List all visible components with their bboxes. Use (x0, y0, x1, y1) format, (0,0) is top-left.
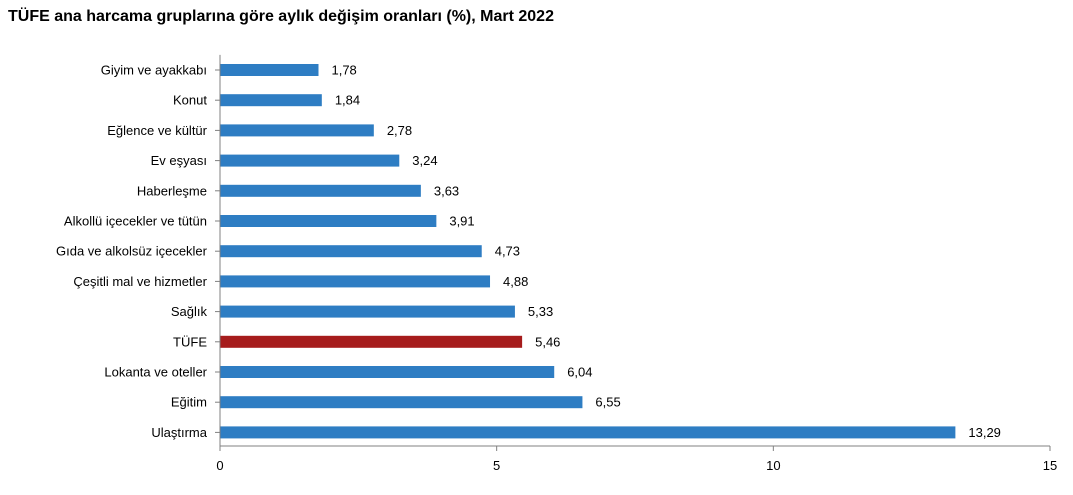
value-label-ulastirma: 13,29 (968, 425, 1001, 440)
value-label-ev-esyasi: 3,24 (412, 153, 437, 168)
bar-gida-ve-alkolsuz-icecekler (220, 245, 482, 258)
value-label-alkollu-icecekler-ve-tutun: 3,91 (449, 214, 474, 229)
value-label-eglence-ve-kultur: 2,78 (387, 123, 412, 138)
category-label-cesitli-mal-ve-hizmetler: Çeşitli mal ve hizmetler (73, 274, 207, 289)
bar-lokanta-ve-oteller (220, 366, 555, 378)
bar-eglence-ve-kultur (220, 124, 374, 137)
value-label-egitim: 6,55 (595, 395, 620, 410)
category-label-gida-ve-alkolsuz-icecekler: Gıda ve alkolsüz içecekler (56, 244, 208, 259)
x-tick-label-10: 10 (766, 458, 780, 473)
value-label-saglik: 5,33 (528, 304, 553, 319)
value-label-tufe: 5,46 (535, 334, 560, 349)
bar-tufe (220, 335, 523, 348)
bar-giyim-ve-ayakkabi (220, 64, 319, 76)
value-label-haberlesme: 3,63 (434, 183, 459, 198)
category-label-ulastirma: Ulaştırma (151, 425, 207, 440)
category-label-alkollu-icecekler-ve-tutun: Alkollü içecekler ve tütün (64, 214, 207, 229)
category-label-eglence-ve-kultur: Eğlence ve kültür (107, 123, 207, 138)
x-tick-label-5: 5 (493, 458, 500, 473)
value-label-cesitli-mal-ve-hizmetler: 4,88 (503, 274, 528, 289)
category-label-tufe: TÜFE (173, 334, 207, 349)
value-label-lokanta-ve-oteller: 6,04 (567, 365, 592, 380)
value-label-giyim-ve-ayakkabi: 1,78 (331, 63, 356, 78)
category-label-saglik: Sağlık (171, 304, 208, 319)
value-label-konut: 1,84 (335, 93, 360, 108)
chart-title: TÜFE ana harcama gruplarına göre aylık d… (8, 8, 554, 25)
category-label-egitim: Eğitim (171, 395, 207, 410)
bar-ulastirma (220, 426, 956, 439)
category-label-giyim-ve-ayakkabi: Giyim ve ayakkabı (101, 63, 207, 78)
bar-saglik (220, 305, 515, 318)
bar-ev-esyasi (220, 154, 400, 167)
category-label-konut: Konut (173, 93, 207, 108)
bar-alkollu-icecekler-ve-tutun (220, 215, 437, 227)
bar-haberlesme (220, 184, 421, 197)
bar-konut (220, 94, 322, 107)
x-tick-label-0: 0 (216, 458, 223, 473)
category-label-ev-esyasi: Ev eşyası (151, 153, 207, 168)
bar-cesitli-mal-ve-hizmetler (220, 275, 491, 288)
category-label-lokanta-ve-oteller: Lokanta ve oteller (104, 365, 207, 380)
bar-egitim (220, 396, 583, 409)
x-tick-label-15: 15 (1043, 458, 1057, 473)
category-label-haberlesme: Haberleşme (137, 183, 207, 198)
value-label-gida-ve-alkolsuz-icecekler: 4,73 (495, 244, 520, 259)
